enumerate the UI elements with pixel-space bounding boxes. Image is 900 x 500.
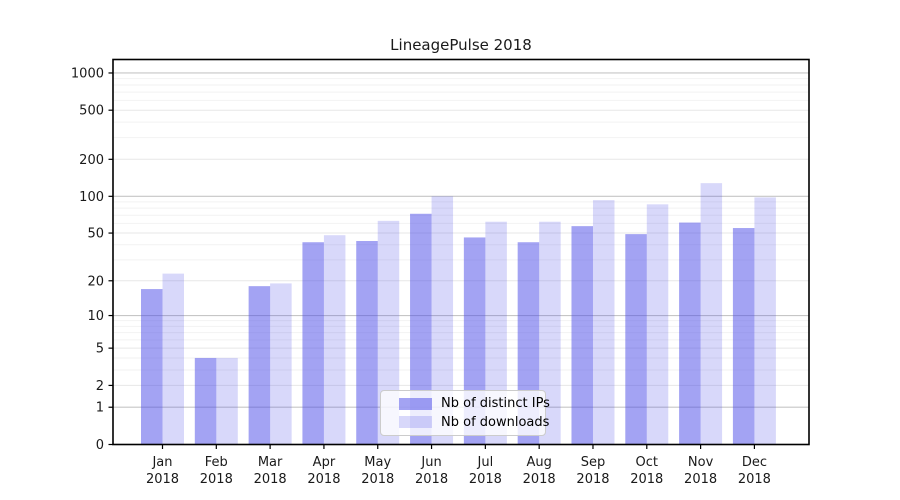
legend: Nb of distinct IPs Nb of downloads: [380, 390, 550, 436]
bar-distinct-ips-oct: [625, 234, 647, 445]
x-tick-label-year: 2018: [361, 472, 394, 487]
x-tick-label-month: Nov: [688, 455, 714, 470]
x-tick-label-year: 2018: [684, 472, 717, 487]
bar-downloads-feb: [216, 357, 238, 445]
y-tick-label: 1000: [71, 66, 104, 81]
y-tick-label: 500: [79, 104, 104, 119]
bar-downloads-jul: [485, 221, 507, 445]
legend-label: Nb of distinct IPs: [441, 396, 550, 412]
y-tick-label: 10: [87, 309, 104, 324]
y-tick-label: 20: [87, 274, 104, 289]
y-tick-label: 5: [96, 342, 104, 357]
x-tick-label-month: Jun: [420, 455, 441, 470]
x-tick-label-month: Jul: [477, 455, 494, 470]
bar-distinct-ips-jun: [410, 213, 432, 445]
x-tick-label-year: 2018: [523, 472, 556, 487]
bar-downloads-dec: [754, 197, 776, 445]
bar-distinct-ips-dec: [732, 228, 755, 445]
bar-distinct-ips-mar: [248, 286, 271, 445]
bar-downloads-oct: [646, 204, 669, 445]
bar-downloads-may: [377, 220, 400, 445]
y-tick-label: 200: [79, 153, 104, 168]
x-tick-label-month: Feb: [205, 455, 228, 470]
x-tick-label-year: 2018: [738, 472, 771, 487]
x-tick-label-year: 2018: [254, 472, 287, 487]
y-tick-label: 2: [96, 379, 104, 394]
x-tick-label-month: Aug: [526, 455, 551, 470]
legend-swatch-downloads: [399, 416, 432, 429]
bar-distinct-ips-jan: [141, 289, 163, 445]
legend-item: Nb of downloads: [399, 415, 549, 430]
bar-downloads-jun: [431, 196, 454, 445]
y-tick-label: 50: [87, 227, 104, 242]
legend-item: Nb of distinct IPs: [399, 396, 550, 411]
x-tick-label-month: Jan: [151, 455, 172, 470]
plot-border: [112, 58, 810, 446]
x-tick-label-month: Sep: [581, 455, 606, 470]
y-tick-label: 1: [96, 401, 104, 416]
chart-title: LineagePulse 2018: [390, 36, 532, 54]
bar-downloads-aug: [539, 221, 561, 445]
bar-distinct-ips-nov: [679, 222, 701, 445]
x-tick-label-month: Mar: [258, 455, 283, 470]
x-tick-label-year: 2018: [469, 472, 502, 487]
x-tick-label-month: Dec: [742, 455, 767, 470]
x-tick-label-year: 2018: [200, 472, 233, 487]
x-tick-label-year: 2018: [415, 472, 448, 487]
y-tick-label: 0: [96, 438, 104, 453]
bar-downloads-apr: [323, 235, 346, 445]
x-tick-label-year: 2018: [630, 472, 663, 487]
bar-distinct-ips-feb: [194, 357, 217, 445]
legend-label: Nb of downloads: [441, 414, 550, 430]
bar-distinct-ips-apr: [302, 242, 324, 445]
x-tick-label-month: May: [364, 455, 391, 470]
x-tick-label-month: Oct: [636, 455, 658, 470]
bar-distinct-ips-sep: [571, 226, 593, 445]
bar-downloads-nov: [700, 183, 723, 445]
x-tick-label-year: 2018: [307, 472, 340, 487]
legend-swatch-distinct-ips: [399, 397, 432, 410]
bar-distinct-ips-may: [356, 241, 378, 445]
y-tick-label: 100: [79, 190, 104, 205]
bar-downloads-mar: [270, 283, 292, 445]
x-tick-label-year: 2018: [146, 472, 179, 487]
bar-downloads-jan: [162, 273, 184, 445]
x-tick-label-year: 2018: [576, 472, 609, 487]
x-tick-label-month: Apr: [313, 455, 336, 470]
bar-downloads-sep: [592, 200, 615, 445]
